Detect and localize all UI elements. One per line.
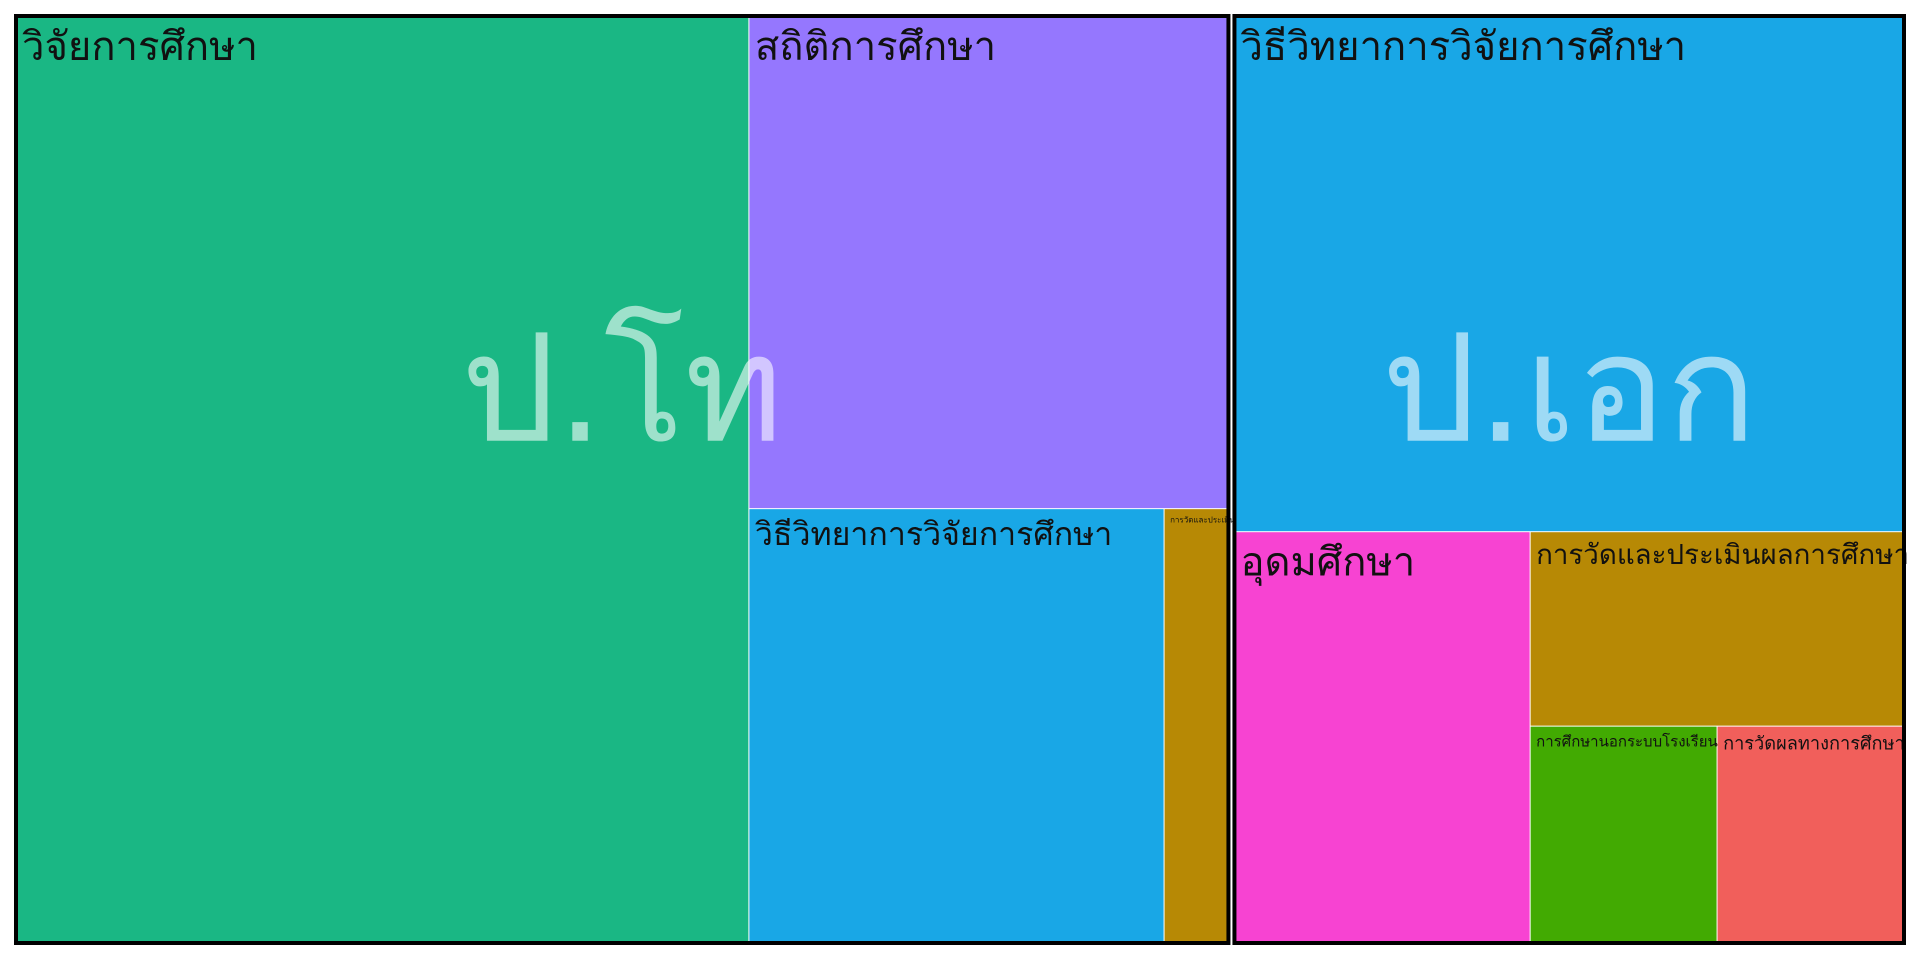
treemap-tile-rect[interactable] — [749, 16, 1228, 509]
treemap-tile-label: การศึกษานอกระบบโรงเรียน — [1536, 732, 1718, 750]
treemap-tile-label: การวัดผลทางการศึกษา — [1723, 733, 1905, 754]
treemap-group-border — [14, 14, 1231, 945]
treemap-tile[interactable]: การศึกษานอกระบบโรงเรียน — [1530, 726, 1718, 943]
group-labels-layer: ป.โท ป.เอก — [461, 303, 1757, 477]
treemap-tile[interactable]: อุดมศึกษา — [1234, 532, 1530, 943]
treemap-tile[interactable]: การวัดและประเมินผลการศึกษา — [1530, 532, 1909, 726]
treemap-tile-rect[interactable] — [1234, 532, 1530, 943]
treemap-tile-label: วิธีวิทยาการวิจัยการศึกษา — [1240, 24, 1686, 70]
treemap-group-border — [1232, 14, 1906, 945]
treemap-tile-label: อุดมศึกษา — [1240, 540, 1415, 587]
treemap-tile[interactable]: วิธีวิทยาการวิจัยการศึกษา — [1234, 16, 1904, 532]
treemap-tile-rect[interactable] — [16, 16, 749, 943]
tiles-layer: วิจัยการศึกษา สถิติการศึกษาวิธีวิทยาการวิ… — [16, 16, 1909, 943]
treemap-tile[interactable]: วิจัยการศึกษา — [16, 16, 749, 943]
treemap-tile-label: วิธีวิทยาการวิจัยการศึกษา — [755, 515, 1112, 553]
treemap-tile-label: การวัดและประเมินผลการศึกษา — [1536, 538, 1909, 571]
treemap-tile[interactable]: วิธีวิทยาการวิจัยการศึกษา — [749, 509, 1164, 943]
treemap-group-label: ป.โท — [461, 303, 783, 477]
treemap-tile[interactable]: การวัดและประเมินผลการศึกษา — [1164, 509, 1278, 943]
treemap-tile-rect[interactable] — [1530, 532, 1904, 726]
treemap-tile-rect[interactable] — [1164, 509, 1228, 943]
treemap-group-label: ป.เอก — [1382, 303, 1757, 477]
treemap-tile-rect[interactable] — [749, 509, 1164, 943]
treemap-tile-rect[interactable] — [1530, 726, 1717, 943]
group-borders-layer — [14, 14, 1906, 945]
treemap-tile-label: การวัดและประเมินผลการศึกษา — [1170, 515, 1278, 524]
treemap-tile[interactable]: สถิติการศึกษา — [749, 16, 1228, 509]
treemap-tile-rect[interactable] — [1234, 16, 1904, 532]
treemap-tile-rect[interactable] — [1717, 726, 1904, 943]
treemap-tile[interactable]: การวัดผลทางการศึกษา — [1717, 726, 1905, 943]
treemap-tile-label: สถิติการศึกษา — [755, 24, 996, 70]
treemap-tile-label: วิจัยการศึกษา — [22, 24, 258, 70]
